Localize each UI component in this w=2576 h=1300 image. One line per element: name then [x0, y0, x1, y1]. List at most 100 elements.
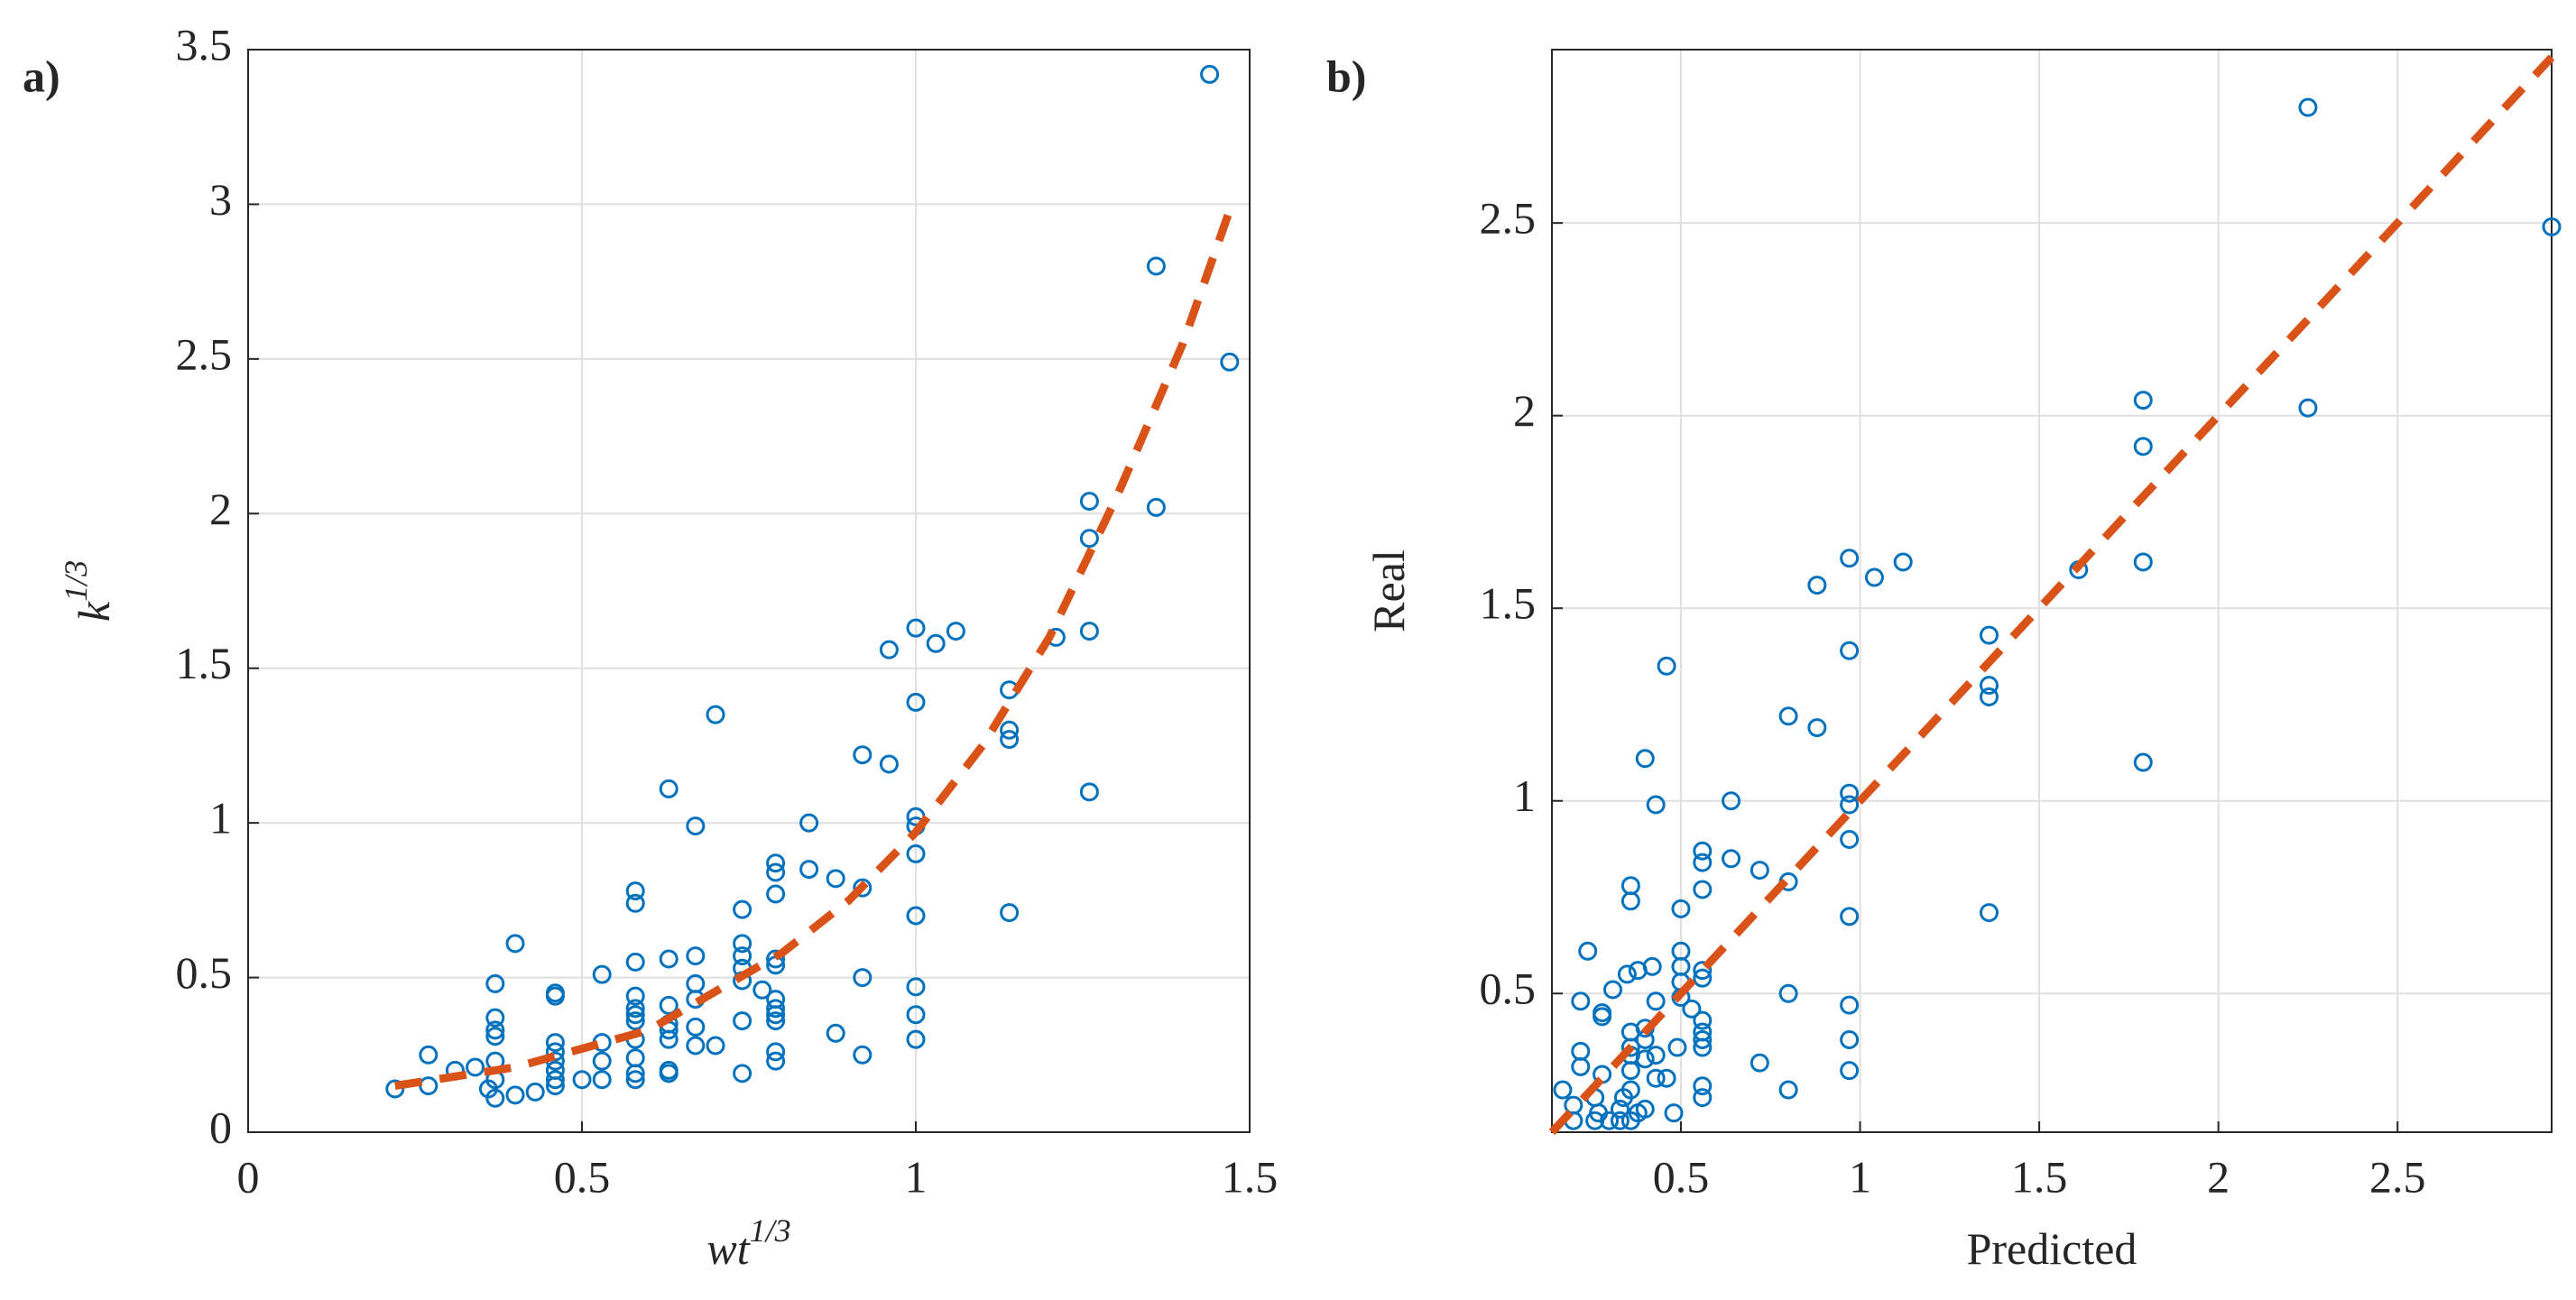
axis-label-base: Real: [1363, 549, 1414, 632]
data-point: [1750, 1053, 1769, 1073]
data-point: [1146, 256, 1166, 276]
data-point: [686, 946, 706, 966]
data-point: [1840, 1061, 1860, 1081]
data-point: [1807, 576, 1827, 595]
data-point: [2298, 398, 2318, 418]
data-point: [686, 1036, 706, 1056]
data-point: [1980, 676, 1999, 696]
data-point: [1693, 841, 1713, 861]
data-point: [485, 973, 505, 993]
data-point: [545, 983, 565, 1003]
data-point: [2133, 437, 2153, 456]
data-point: [766, 1042, 786, 1062]
data-point: [1200, 64, 1220, 84]
data-point: [625, 1011, 645, 1031]
x-tick-label: 0: [237, 1151, 260, 1202]
data-point: [1564, 1095, 1583, 1115]
data-point: [1079, 529, 1099, 549]
data-point: [766, 949, 786, 969]
axis-label: wt1/3: [706, 1212, 790, 1274]
data-point: [706, 1036, 725, 1056]
y-tick-label: 0: [209, 1102, 232, 1152]
data-point: [659, 779, 679, 798]
data-point: [1664, 1103, 1684, 1123]
plot-frame: [247, 49, 1251, 1133]
data-point: [1620, 891, 1640, 911]
data-point: [525, 1082, 545, 1102]
data-point: [1603, 980, 1623, 1000]
data-point: [1693, 1030, 1713, 1050]
data-point: [1571, 991, 1591, 1011]
data-point: [625, 1048, 645, 1068]
data-point: [706, 705, 725, 724]
data-point: [2542, 217, 2562, 236]
data-point: [545, 1070, 565, 1090]
data-point: [2133, 391, 2153, 410]
data-point: [1840, 783, 1860, 803]
data-point: [1635, 1049, 1655, 1069]
data-point: [1220, 352, 1240, 372]
data-point: [1000, 903, 1020, 923]
data-point: [686, 1017, 706, 1037]
data-point: [766, 1051, 786, 1071]
data-point: [686, 816, 706, 836]
axis-label-sup: 1/3: [750, 1212, 791, 1249]
data-point: [485, 1020, 505, 1040]
data-point: [1840, 1030, 1860, 1050]
data-point: [733, 1064, 752, 1083]
data-point: [1642, 956, 1662, 976]
data-point: [419, 1045, 439, 1065]
y-tick-label: 0.5: [1480, 963, 1537, 1014]
data-point: [733, 899, 752, 919]
data-point: [1593, 1003, 1612, 1023]
data-point: [686, 973, 706, 993]
data-point: [625, 1005, 645, 1025]
data-point: [1693, 961, 1713, 981]
data-point: [1840, 829, 1860, 849]
data-point: [766, 884, 786, 904]
data-point: [733, 1011, 752, 1031]
data-point: [1840, 641, 1860, 660]
data-point: [1553, 1080, 1573, 1100]
data-point: [766, 999, 786, 1019]
data-point: [906, 844, 926, 863]
data-point: [1079, 492, 1099, 512]
x-tick-label: 0.5: [1653, 1151, 1710, 1202]
data-point: [1671, 899, 1691, 918]
data-point: [592, 1051, 612, 1071]
x-tick-label: 1: [905, 1151, 928, 1202]
axis-label-base: wt: [706, 1223, 750, 1274]
data-point: [2133, 552, 2153, 572]
data-point: [1807, 718, 1827, 738]
data-point: [625, 952, 645, 972]
axis-label: Predicted: [1967, 1223, 2137, 1274]
data-point: [625, 881, 645, 901]
x-tick-label: 1: [1849, 1151, 1871, 1202]
data-point: [659, 949, 679, 969]
data-point: [766, 853, 786, 873]
data-point: [826, 1023, 845, 1043]
data-point: [1980, 687, 1999, 706]
fit-line: [1548, 54, 2555, 1136]
data-point: [1778, 1080, 1798, 1100]
data-point: [906, 906, 926, 926]
data-point: [1578, 941, 1598, 961]
x-tick-label: 1.5: [2011, 1151, 2068, 1202]
data-point: [625, 999, 645, 1019]
data-point: [659, 995, 679, 1015]
data-point: [1646, 795, 1666, 815]
data-point: [1864, 567, 1884, 587]
data-point: [1840, 549, 1860, 568]
data-point: [1693, 853, 1713, 872]
x-tick-label: 1.5: [1222, 1151, 1279, 1202]
data-point: [1840, 907, 1860, 927]
data-point: [1693, 1088, 1713, 1108]
axis-label: k1/3: [58, 560, 119, 622]
y-tick-label: 1.5: [176, 638, 233, 688]
data-point: [1079, 782, 1099, 802]
data-point: [826, 869, 845, 889]
data-point: [766, 862, 786, 882]
data-point: [1671, 941, 1691, 961]
